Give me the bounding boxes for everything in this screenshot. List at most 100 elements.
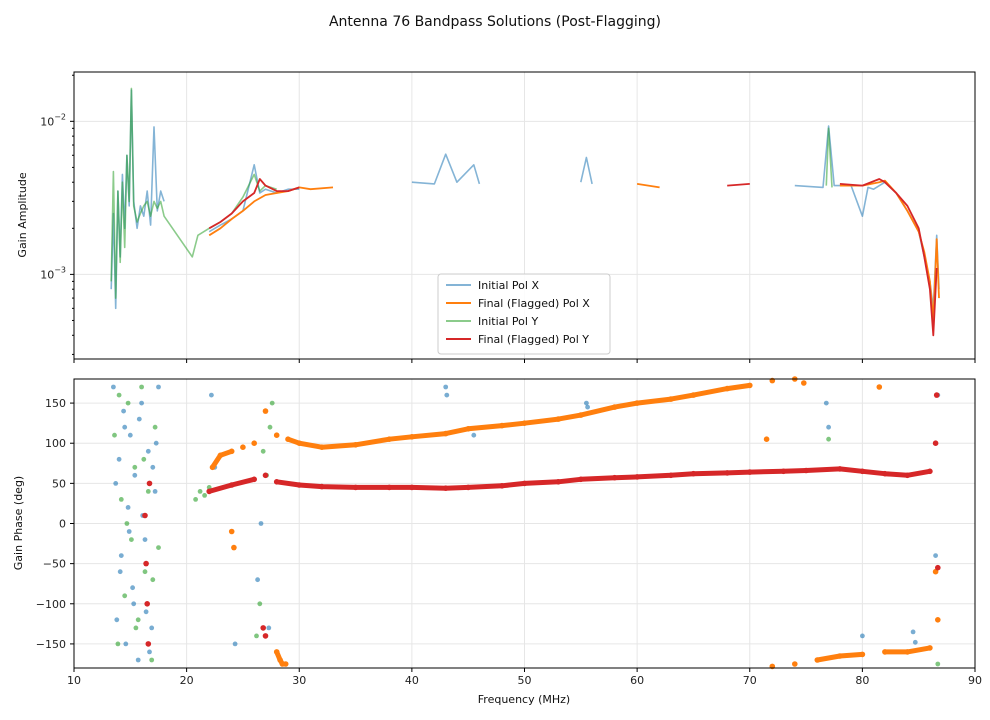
legend-label-initial-x: Initial Pol X	[478, 279, 539, 292]
phase-point-initial-pol-x	[156, 384, 161, 390]
phase-xtick-label: 70	[743, 674, 757, 687]
phase-points-final-flagged-pol-x	[209, 376, 941, 670]
phase-point-final-flagged-pol-y	[144, 601, 150, 607]
phase-point-initial-pol-x	[118, 553, 124, 558]
phase-point-final-flagged-pol-x	[801, 380, 807, 386]
phase-point-final-flagged-pol-x	[251, 440, 257, 447]
amplitude-line-initial-pol-y-seg0	[110, 87, 277, 299]
amplitude-line-final-flagged-pol-y-seg10	[727, 183, 750, 187]
phase-point-initial-pol-y	[826, 436, 831, 442]
amplitude-line-initial-pol-y-seg1	[825, 127, 833, 188]
phase-point-initial-pol-y	[132, 464, 138, 470]
legend-label-final-x: Final (Flagged) Pol X	[478, 297, 590, 310]
phase-point-final-flagged-pol-x	[876, 384, 883, 390]
phase-x-label: Frequency (MHz)	[478, 693, 570, 706]
phase-point-initial-pol-y	[135, 617, 141, 623]
phase-track-final-flagged-pol-y-seg0	[206, 476, 257, 494]
phase-point-initial-pol-y	[145, 489, 151, 494]
phase-point-initial-pol-x	[933, 553, 938, 558]
phase-point-initial-pol-x	[823, 400, 829, 406]
phase-point-final-flagged-pol-y	[935, 564, 941, 571]
phase-point-initial-pol-y	[149, 657, 155, 663]
phase-point-final-flagged-pol-y	[142, 512, 148, 519]
phase-point-initial-pol-y	[260, 448, 266, 454]
phase-ytick-label: 150	[45, 397, 66, 410]
amplitude-line-final-flagged-pol-y-seg12	[839, 178, 938, 337]
phase-point-initial-pol-x	[471, 432, 477, 438]
phase-point-initial-pol-x	[209, 392, 214, 398]
amplitude-line-final-flagged-pol-x-seg11	[839, 179, 940, 322]
phase-track-final-flagged-pol-x-seg12	[882, 645, 933, 655]
phase-ytick-label: 100	[45, 437, 66, 450]
amplitude-line-initial-pol-x-seg6	[580, 156, 593, 185]
phase-point-initial-pol-x	[149, 625, 155, 631]
phase-point-initial-pol-y	[139, 384, 145, 390]
phase-point-initial-pol-x	[127, 432, 133, 438]
amplitude-line-final-flagged-pol-x-seg7	[636, 183, 660, 189]
phase-point-initial-pol-y	[269, 400, 275, 406]
phase-xtick-label: 30	[292, 674, 306, 687]
phase-point-initial-pol-x	[584, 400, 589, 406]
amplitude-panel: 10−3 10−2 Gain Amplitude Initial Pol X Fi…	[16, 71, 976, 363]
amplitude-series-group	[110, 87, 940, 337]
phase-point-initial-pol-x	[912, 639, 918, 645]
amplitude-ytick-label: 10−3	[40, 265, 66, 281]
phase-point-initial-pol-x	[126, 529, 132, 534]
phase-point-initial-pol-x	[132, 472, 138, 478]
legend-label-initial-y: Initial Pol Y	[478, 315, 538, 328]
phase-ticks: 10 20 30 40 50 60 70 80 90 −150 −100 −50 0 50 100 150	[36, 397, 982, 687]
phase-y-label: Gain Phase (deg)	[12, 476, 25, 570]
legend-entry-initial-y: Initial Pol Y	[446, 315, 538, 328]
phase-point-final-flagged-pol-y	[260, 625, 267, 631]
legend-entry-final-x: Final (Flagged) Pol X	[446, 297, 590, 310]
phase-series-group	[111, 376, 941, 670]
phase-point-initial-pol-y	[142, 569, 148, 575]
phase-track-final-flagged-pol-x-seg4	[274, 649, 289, 667]
phase-xtick-label: 60	[630, 674, 644, 687]
phase-point-initial-pol-y	[125, 400, 131, 406]
phase-point-initial-pol-x	[255, 577, 260, 583]
phase-point-final-flagged-pol-x	[231, 544, 237, 551]
phase-points-initial-pol-y	[112, 384, 941, 667]
phase-point-initial-pol-y	[267, 424, 273, 430]
phase-point-initial-pol-x	[111, 384, 116, 390]
phase-point-initial-pol-y	[122, 593, 128, 599]
phase-point-initial-pol-y	[150, 577, 156, 583]
phase-point-initial-pol-x	[116, 456, 122, 462]
phase-point-initial-pol-y	[112, 432, 117, 438]
phase-point-initial-pol-y	[254, 633, 259, 639]
phase-point-initial-pol-x	[113, 481, 119, 486]
phase-ytick-label: 50	[52, 477, 66, 490]
amplitude-y-label: Gain Amplitude	[16, 172, 29, 257]
phase-point-initial-pol-y	[152, 424, 158, 430]
phase-ytick-label: −50	[43, 558, 66, 571]
phase-point-initial-pol-x	[153, 440, 159, 446]
phase-point-final-flagged-pol-y	[932, 440, 939, 447]
phase-point-initial-pol-x	[147, 649, 152, 655]
phase-xtick-label: 50	[518, 674, 532, 687]
phase-point-initial-pol-x	[444, 392, 450, 398]
phase-point-final-flagged-pol-y	[262, 633, 269, 639]
phase-panel: 10 20 30 40 50 60 70 80 90 −150 −100 −50 0 50 100 150 G…	[12, 376, 982, 706]
legend-label-final-y: Final (Flagged) Pol Y	[478, 333, 589, 346]
phase-point-final-flagged-pol-x	[273, 432, 280, 439]
phase-point-initial-pol-y	[133, 625, 139, 631]
phase-point-initial-pol-x	[142, 537, 148, 542]
legend: Initial Pol X Final (Flagged) Pol X Init…	[437, 273, 611, 355]
phase-point-initial-pol-x	[130, 585, 136, 591]
phase-track-final-flagged-pol-x-seg5	[285, 382, 753, 450]
phase-point-initial-pol-y	[115, 641, 121, 647]
phase-point-final-flagged-pol-x	[228, 528, 235, 535]
phase-point-initial-pol-y	[156, 545, 161, 550]
phase-point-initial-pol-x	[123, 641, 129, 647]
phase-point-initial-pol-x	[152, 489, 158, 494]
phase-point-initial-pol-x	[114, 617, 120, 623]
amplitude-line-initial-pol-x-seg4	[411, 153, 481, 185]
phase-point-initial-pol-x	[258, 521, 264, 526]
phase-point-initial-pol-x	[150, 464, 156, 470]
phase-point-initial-pol-x	[139, 400, 145, 406]
phase-point-initial-pol-y	[141, 456, 147, 462]
phase-point-initial-pol-x	[121, 408, 126, 414]
